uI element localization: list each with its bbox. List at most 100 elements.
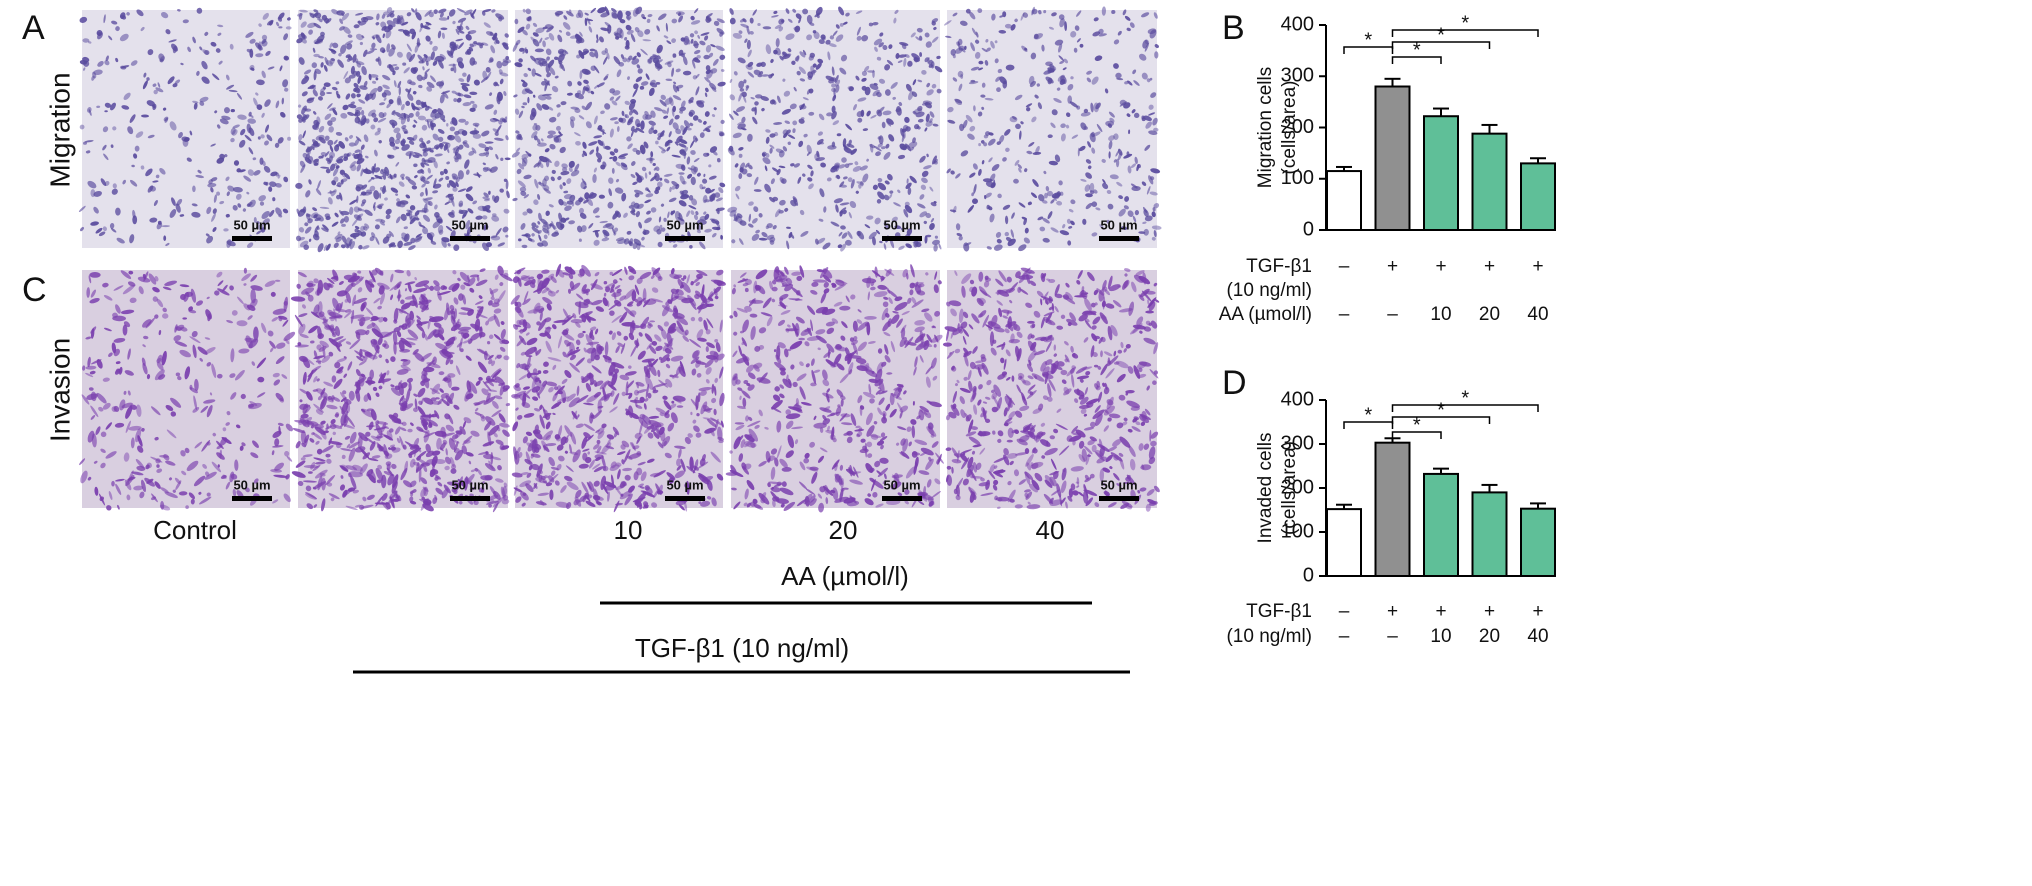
cell xyxy=(335,131,343,136)
cell xyxy=(275,183,282,188)
cell xyxy=(210,187,214,193)
cell xyxy=(140,26,145,32)
scale-bar xyxy=(665,496,705,501)
cell xyxy=(195,174,205,179)
cell xyxy=(217,24,224,28)
cell xyxy=(268,186,273,192)
cell xyxy=(426,174,433,180)
cell xyxy=(147,134,155,139)
scale-bar-label: 50 µm xyxy=(1100,217,1137,232)
cell xyxy=(361,35,365,39)
cell xyxy=(453,98,458,103)
cell xyxy=(201,76,210,84)
cell xyxy=(100,178,107,186)
cell xyxy=(478,143,487,149)
cell xyxy=(193,102,198,110)
cell xyxy=(104,110,108,113)
cell xyxy=(396,51,403,58)
cell xyxy=(253,217,257,223)
cell xyxy=(527,96,530,104)
cell xyxy=(260,227,266,233)
cell xyxy=(372,36,375,40)
cell xyxy=(308,29,313,35)
cell xyxy=(264,99,271,107)
cell xyxy=(502,226,509,233)
cell xyxy=(248,111,252,117)
cell xyxy=(269,209,275,217)
scale-bar-label: 50 µm xyxy=(666,217,703,232)
panel-label: B xyxy=(1222,9,1245,47)
cell xyxy=(464,159,470,169)
cell xyxy=(481,242,490,252)
scale-bar-label: 50 µm xyxy=(451,477,488,492)
cell xyxy=(465,25,470,30)
cell xyxy=(424,9,432,17)
cell xyxy=(416,37,420,48)
cell xyxy=(133,153,138,159)
cell xyxy=(223,228,229,232)
cell xyxy=(269,181,277,187)
cell xyxy=(432,220,441,229)
cell xyxy=(179,214,185,217)
cell xyxy=(427,167,432,174)
cell xyxy=(126,12,130,16)
cell xyxy=(161,225,170,228)
cell xyxy=(262,218,270,226)
cell xyxy=(98,231,106,237)
cell xyxy=(218,60,223,65)
cell xyxy=(132,215,138,225)
micrograph: 50 µm xyxy=(295,7,512,253)
cell xyxy=(1044,192,1048,199)
cell xyxy=(262,160,266,167)
cell xyxy=(498,120,503,125)
cell xyxy=(277,16,283,22)
cell xyxy=(330,58,336,62)
cell xyxy=(324,213,330,218)
cell xyxy=(149,217,158,223)
cell xyxy=(119,33,129,42)
cell xyxy=(382,33,386,39)
cell xyxy=(103,153,109,161)
cell xyxy=(191,211,201,218)
cell xyxy=(246,242,254,248)
cell xyxy=(359,41,363,46)
cell xyxy=(473,79,480,86)
cell xyxy=(221,115,231,120)
cell xyxy=(256,221,260,225)
cell xyxy=(79,16,88,23)
cell xyxy=(232,204,238,211)
cell xyxy=(368,178,373,183)
cell xyxy=(243,175,252,182)
cell xyxy=(211,213,216,222)
cell xyxy=(228,89,238,93)
cell xyxy=(261,112,265,118)
cell xyxy=(387,154,395,159)
cell xyxy=(109,223,115,229)
cell xyxy=(196,70,200,76)
cell xyxy=(281,97,285,105)
cell xyxy=(439,171,445,176)
cell xyxy=(177,9,181,12)
cell xyxy=(274,142,280,148)
cell xyxy=(327,120,333,126)
cell xyxy=(445,176,450,180)
micrograph: 50 µm xyxy=(290,265,513,513)
cell xyxy=(350,232,360,238)
cell xyxy=(263,165,271,173)
cell xyxy=(225,74,230,81)
cell xyxy=(155,87,164,93)
cell xyxy=(229,43,234,50)
cell xyxy=(465,220,471,230)
cell xyxy=(405,151,414,157)
scale-bar xyxy=(1099,236,1139,241)
cell xyxy=(283,33,289,41)
cell xyxy=(456,8,466,13)
cell xyxy=(219,200,225,205)
cell xyxy=(411,31,417,40)
tgf-label: TGF-β1 (10 ng/ml) xyxy=(635,633,849,663)
cell xyxy=(406,117,410,122)
cell xyxy=(102,226,107,232)
cell xyxy=(172,83,178,88)
cell xyxy=(237,203,242,208)
cell xyxy=(152,104,156,109)
